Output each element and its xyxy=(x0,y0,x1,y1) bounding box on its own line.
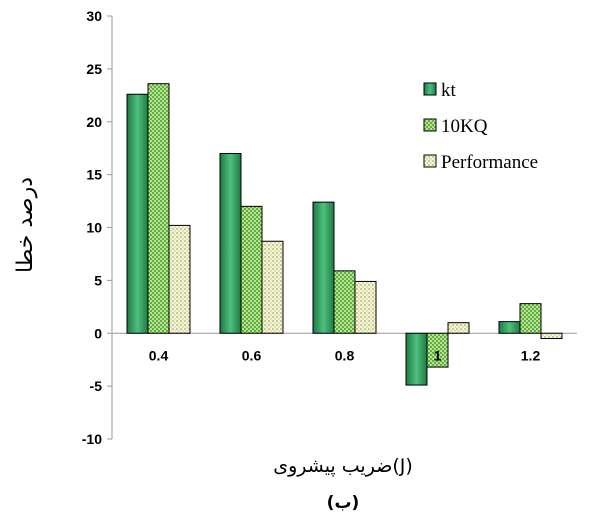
x-axis-title: ضریب پیشروی(J) xyxy=(273,455,413,477)
bar-kt-0.4 xyxy=(126,93,149,334)
bar-kt-0.8 xyxy=(312,201,335,334)
bar-10kq-0.4 xyxy=(147,83,170,334)
y-tick-label: 10 xyxy=(86,220,102,236)
bar-10kq-0.8 xyxy=(333,270,356,334)
y-axis-title: درصد خطا xyxy=(13,177,38,273)
y-tick-label: -10 xyxy=(82,431,102,447)
bars xyxy=(112,83,577,386)
legend-swatch-performance xyxy=(423,154,437,168)
x-tick-label: 0.4 xyxy=(149,347,169,363)
y-tick-label: 25 xyxy=(86,61,102,77)
figure-caption: (ب) xyxy=(327,493,360,513)
bar-performance-1 xyxy=(447,322,470,334)
y-tick-label: 20 xyxy=(86,114,102,130)
y-axis: -10 -5 0 5 10 15 20 25 30 xyxy=(82,8,113,447)
bar-performance-0.8 xyxy=(354,280,377,334)
legend: kt 10KQ Performance xyxy=(423,80,538,173)
bar-performance-1.2 xyxy=(540,332,563,340)
bar-performance-0.4 xyxy=(168,224,191,334)
bar-10kq-1 xyxy=(426,332,449,368)
bar-10kq-0.6 xyxy=(240,205,263,334)
bar-10kq-1.2 xyxy=(519,303,542,334)
bar-kt-1 xyxy=(405,332,428,386)
x-tick-label: 1 xyxy=(434,347,442,363)
y-tick-label: 5 xyxy=(94,272,102,288)
x-tick-label: 0.8 xyxy=(335,347,355,363)
y-tick-label: 0 xyxy=(94,325,102,341)
x-tick-label: 0.6 xyxy=(242,347,262,363)
y-tick-label: -5 xyxy=(90,378,103,394)
y-tick-label: 15 xyxy=(86,167,102,183)
legend-label-performance: Performance xyxy=(441,152,538,173)
y-tick-label: 30 xyxy=(86,8,102,24)
legend-swatch-kt xyxy=(423,82,437,96)
bar-kt-0.6 xyxy=(219,152,242,334)
x-tick-label: 1.2 xyxy=(521,347,541,363)
legend-label-10kq: 10KQ xyxy=(441,116,488,137)
legend-swatch-10kq xyxy=(423,118,437,132)
legend-label-kt: kt xyxy=(441,80,457,101)
bar-performance-0.6 xyxy=(261,240,284,334)
bar-kt-1.2 xyxy=(498,321,521,334)
x-axis-labels: 0.4 0.6 0.8 1 1.2 xyxy=(149,347,541,363)
